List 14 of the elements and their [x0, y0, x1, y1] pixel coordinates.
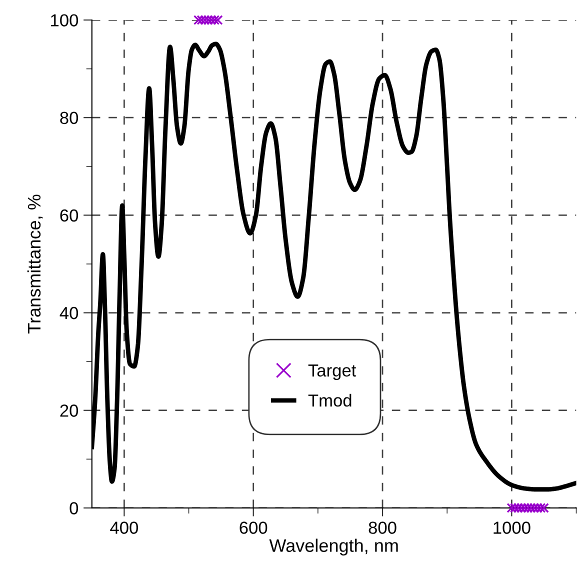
y-tick-label: 60 [60, 209, 78, 222]
y-tick-label: 0 [70, 502, 78, 514]
y-tick-label: 20 [60, 404, 78, 417]
y-tick-label: 40 [60, 306, 78, 320]
x-tick-label: 400 [110, 522, 138, 534]
legend-label: Tmod [308, 394, 352, 407]
x-axis-title: Wavelength, nm [269, 538, 398, 556]
y-tick-label: 80 [60, 112, 78, 124]
y-tick-label: 100 [51, 14, 78, 26]
x-tick-label: 600 [240, 522, 268, 534]
legend-label: Target [308, 364, 356, 380]
x-tick-label: 800 [368, 522, 396, 534]
x-tick-label: 1000 [494, 522, 530, 534]
y-axis-title: Transmittance, % [27, 194, 43, 334]
